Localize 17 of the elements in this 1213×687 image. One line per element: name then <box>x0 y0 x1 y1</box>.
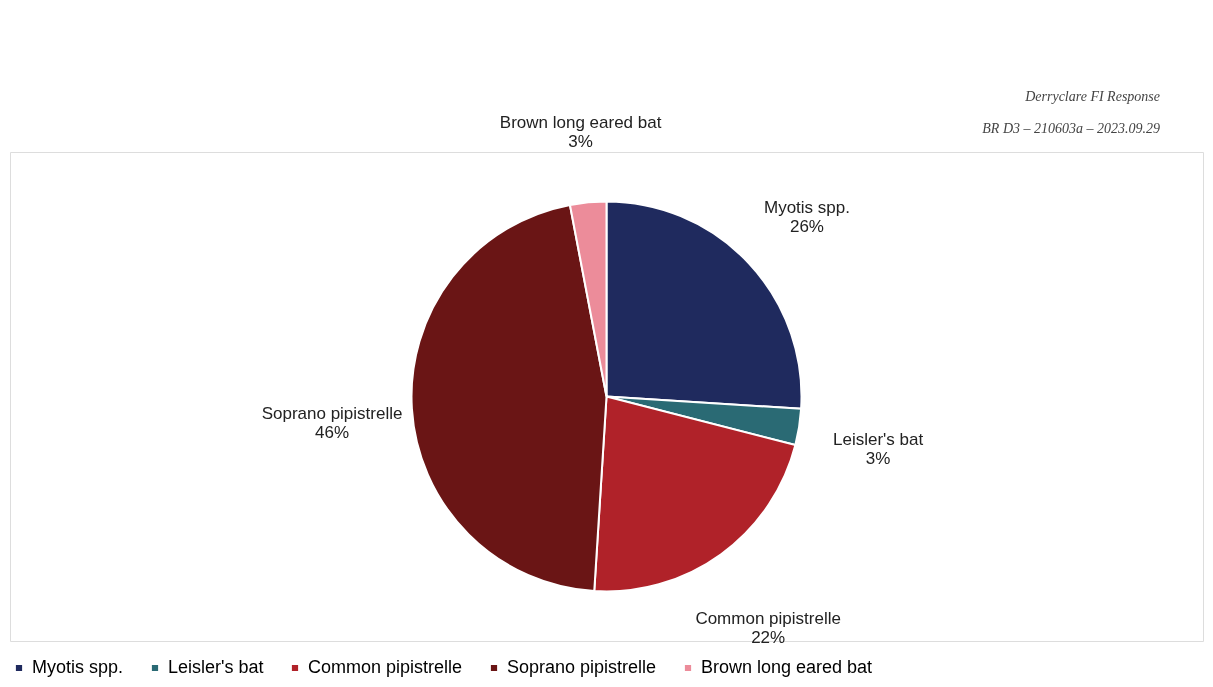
legend-label: Myotis spp. <box>32 657 124 677</box>
slice-label: Leisler's bat <box>833 429 924 449</box>
data-label: 26% <box>789 217 824 237</box>
slice-label: Soprano pipistrelle <box>261 403 403 423</box>
legend-label: Brown long eared bat <box>701 657 873 677</box>
slice-label: Brown long eared bat <box>499 112 662 132</box>
slice-label: Myotis spp. <box>763 198 850 218</box>
data-label: 22% <box>751 627 786 647</box>
text: Derryclare FI Response <box>1024 89 1160 104</box>
legend-label: Common pipistrelle <box>308 657 463 677</box>
legend-label: Soprano pipistrelle <box>507 657 657 677</box>
data-label: 3% <box>568 131 593 151</box>
slice-label: Common pipistrelle <box>695 608 841 628</box>
data-label: 3% <box>865 448 891 468</box>
data-label: 46% <box>315 422 350 442</box>
legend-label: Leisler's bat <box>168 657 264 677</box>
text: BR D3 – 210603a – 2023.09.29 <box>982 121 1160 136</box>
